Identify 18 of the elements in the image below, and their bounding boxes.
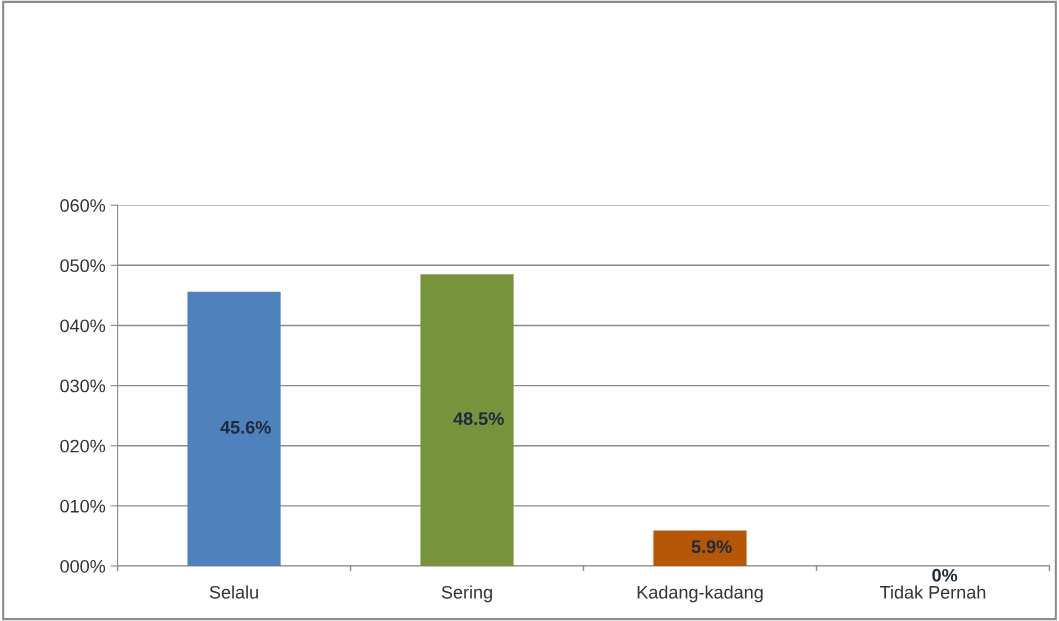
data-label: 45.6%: [220, 420, 271, 434]
bar: [420, 274, 514, 566]
bar: [653, 530, 747, 566]
x-tick-label: Sering: [441, 585, 492, 603]
bar: [187, 291, 281, 566]
y-tick-label: 040%: [60, 319, 106, 333]
y-tick-label: 010%: [60, 499, 106, 513]
x-tick-label: Selalu: [209, 585, 258, 599]
data-label: 48.5%: [453, 412, 504, 425]
y-tick-label: 020%: [60, 439, 106, 453]
data-label: 0%: [932, 568, 958, 582]
x-tick-label: Kadang-kadang: [637, 585, 763, 603]
x-tick-label: Tidak Pernah: [880, 585, 986, 599]
y-tick-label: 060%: [60, 199, 106, 212]
y-tick-label: 000%: [60, 559, 106, 573]
y-tick-label: 050%: [60, 259, 106, 273]
data-label: 5.9%: [691, 540, 732, 554]
y-tick-label: 030%: [60, 379, 106, 393]
